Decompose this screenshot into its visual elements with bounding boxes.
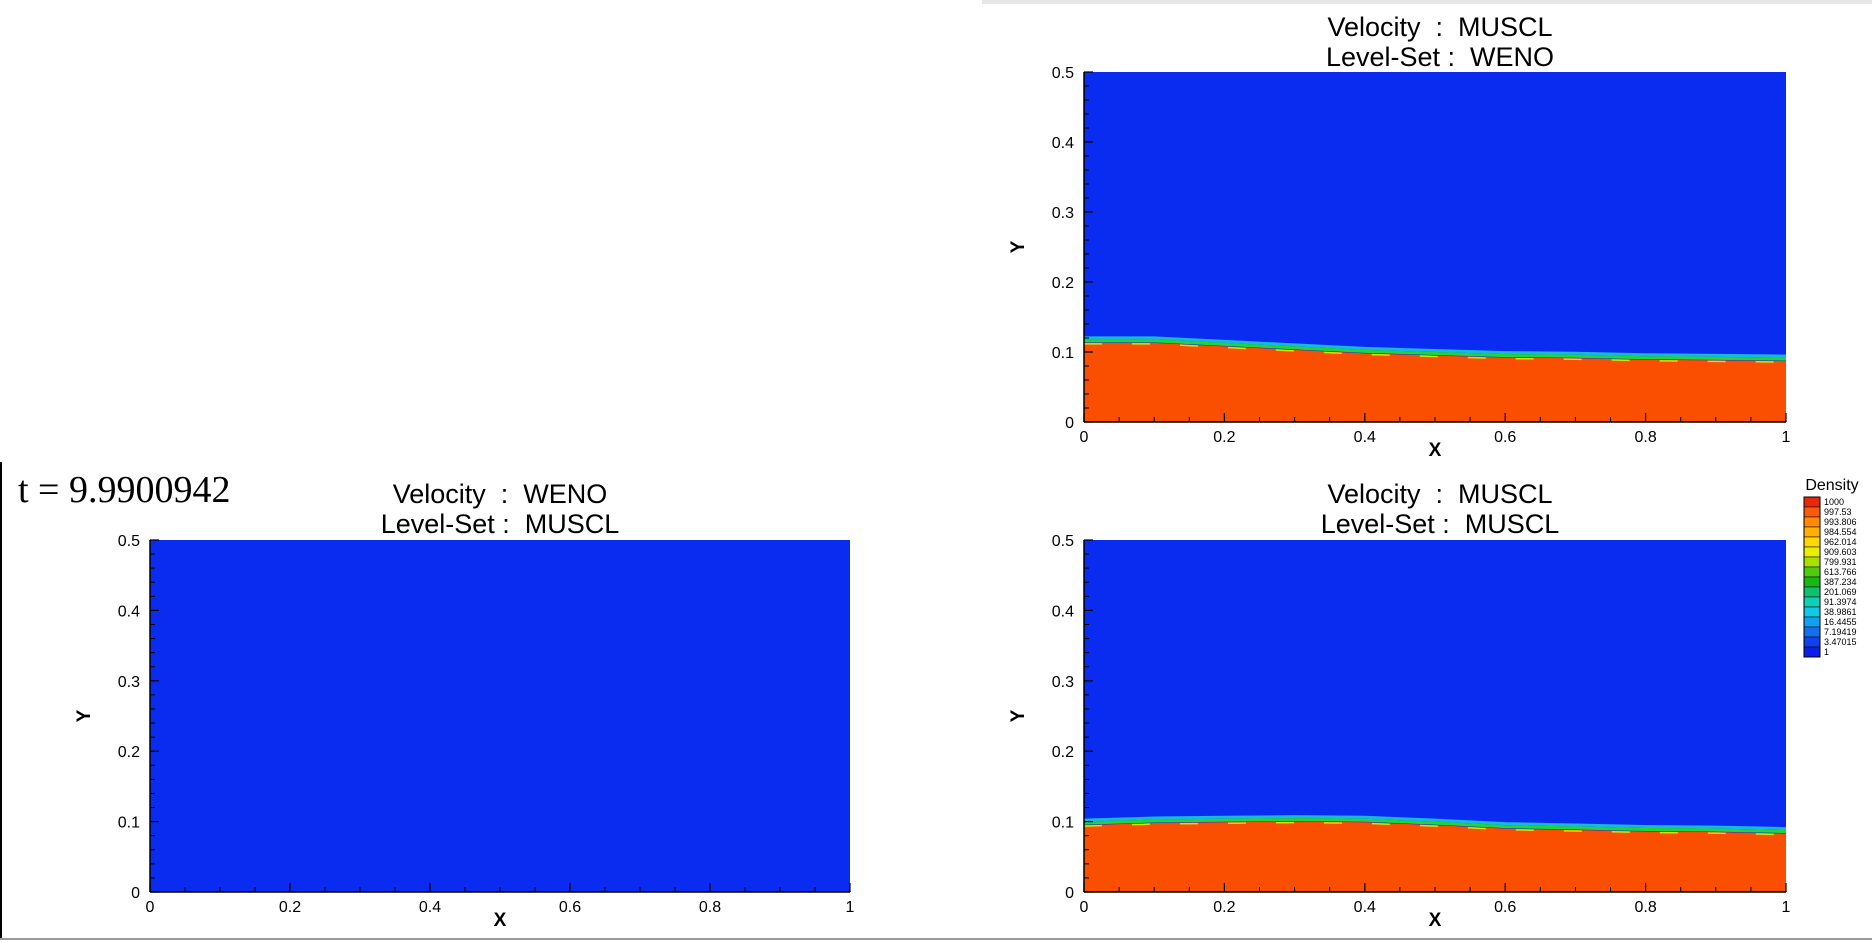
chart-title-line2: Level-Set : WENO bbox=[1326, 42, 1554, 72]
legend-swatch bbox=[1803, 526, 1821, 538]
legend-title: Density bbox=[1805, 477, 1858, 494]
y-tick-label: 0.4 bbox=[1052, 603, 1074, 620]
bottom-divider bbox=[0, 938, 1872, 940]
legend-swatch bbox=[1803, 576, 1821, 588]
x-tick-label: 0.8 bbox=[699, 899, 721, 916]
legend-swatch bbox=[1803, 636, 1821, 648]
legend-label: 7.19419 bbox=[1824, 627, 1857, 637]
legend-label: 1000 bbox=[1824, 497, 1844, 507]
y-tick-label: 0.3 bbox=[1052, 674, 1074, 691]
legend-label: 3.47015 bbox=[1824, 637, 1857, 647]
interface-band-green bbox=[1084, 339, 1787, 361]
x-tick-label: 0.8 bbox=[1634, 429, 1656, 446]
x-tick-label: 0 bbox=[1080, 429, 1089, 446]
liquid-region bbox=[1084, 342, 1786, 422]
legend-label: 997.53 bbox=[1824, 507, 1852, 517]
y-tick-label: 0.5 bbox=[1052, 533, 1074, 550]
legend-label: 799.931 bbox=[1824, 557, 1857, 567]
legend-label: 613.766 bbox=[1824, 567, 1857, 577]
y-tick-label: 0.3 bbox=[118, 674, 140, 691]
x-tick-label: 0.2 bbox=[1213, 899, 1235, 916]
x-tick-label: 0.4 bbox=[1354, 429, 1376, 446]
top-divider bbox=[982, 0, 1872, 4]
legend-swatch bbox=[1803, 496, 1821, 508]
y-tick-label: 0.5 bbox=[1052, 65, 1074, 82]
legend-swatch bbox=[1803, 506, 1821, 518]
legend-label: 38.9861 bbox=[1824, 607, 1857, 617]
y-axis-label: Y bbox=[74, 709, 95, 722]
interface-band-yellow bbox=[1083, 821, 1787, 836]
legend-swatch bbox=[1803, 536, 1821, 548]
legend-label: 962.014 bbox=[1824, 537, 1857, 547]
x-tick-label: 0.6 bbox=[559, 899, 581, 916]
x-axis-label: X bbox=[494, 910, 507, 931]
x-axis-label: X bbox=[1429, 910, 1442, 931]
chart-title-line1: Velocity : WENO bbox=[393, 479, 608, 509]
liquid-region bbox=[1084, 821, 1786, 892]
legend-swatch bbox=[1803, 626, 1821, 638]
y-tick-label: 0.2 bbox=[1052, 744, 1074, 761]
legend-swatch bbox=[1803, 516, 1821, 528]
time-label: t = 9.9900942 bbox=[18, 469, 231, 511]
interface-band-green bbox=[1083, 818, 1787, 834]
legend-swatch bbox=[1803, 646, 1821, 658]
y-tick-label: 0.4 bbox=[1052, 135, 1074, 152]
legend-swatch bbox=[1803, 586, 1821, 598]
y-tick-label: 0.1 bbox=[1052, 815, 1074, 832]
x-tick-label: 0.6 bbox=[1494, 899, 1516, 916]
chart-title-line1: Velocity : MUSCL bbox=[1327, 12, 1552, 42]
legend-label: 16.4455 bbox=[1824, 617, 1857, 627]
left-divider bbox=[0, 462, 2, 940]
legend-label: 993.806 bbox=[1824, 517, 1857, 527]
legend-swatch bbox=[1803, 596, 1821, 608]
x-tick-label: 1 bbox=[846, 899, 855, 916]
legend-label: 91.3974 bbox=[1824, 597, 1857, 607]
x-tick-label: 0.2 bbox=[279, 899, 301, 916]
y-tick-label: 0.1 bbox=[1052, 345, 1074, 362]
legend-label: 201.069 bbox=[1824, 587, 1857, 597]
x-tick-label: 0 bbox=[1080, 899, 1089, 916]
chart-title-line1: Velocity : MUSCL bbox=[1327, 479, 1552, 509]
y-tick-label: 0.3 bbox=[1052, 205, 1074, 222]
legend-frame bbox=[1803, 496, 1821, 658]
interface-band-cyan bbox=[1083, 815, 1787, 831]
legend-swatch bbox=[1803, 546, 1821, 558]
legend-swatch bbox=[1803, 566, 1821, 578]
y-axis-label: Y bbox=[1008, 709, 1029, 722]
chart-title-line2: Level-Set : MUSCL bbox=[1321, 509, 1560, 539]
y-tick-label: 0.1 bbox=[118, 815, 140, 832]
x-axis-label: X bbox=[1429, 440, 1442, 461]
legend-label: 387.234 bbox=[1824, 577, 1857, 587]
y-tick-label: 0.2 bbox=[1052, 275, 1074, 292]
x-tick-label: 0.4 bbox=[1354, 899, 1376, 916]
x-tick-label: 0.2 bbox=[1213, 429, 1235, 446]
x-tick-label: 1 bbox=[1782, 429, 1791, 446]
x-tick-label: 1 bbox=[1782, 899, 1791, 916]
legend-label: 1 bbox=[1824, 647, 1829, 657]
y-tick-label: 0 bbox=[131, 885, 140, 902]
interface-band-yellow bbox=[1084, 343, 1787, 363]
legend-label: 909.603 bbox=[1824, 547, 1857, 557]
x-tick-label: 0.8 bbox=[1634, 899, 1656, 916]
y-tick-label: 0.5 bbox=[118, 533, 140, 550]
x-tick-label: 0.6 bbox=[1494, 429, 1516, 446]
y-tick-label: 0 bbox=[1065, 415, 1074, 432]
y-tick-label: 0.4 bbox=[118, 603, 140, 620]
y-tick-label: 0 bbox=[1065, 885, 1074, 902]
legend-swatch bbox=[1803, 606, 1821, 618]
y-axis-label: Y bbox=[1008, 240, 1029, 253]
x-tick-label: 0 bbox=[146, 899, 155, 916]
interface-band-cyan bbox=[1084, 336, 1787, 358]
legend-swatch bbox=[1803, 616, 1821, 628]
y-tick-label: 0.2 bbox=[118, 744, 140, 761]
legend-label: 984.554 bbox=[1824, 527, 1857, 537]
chart-title-line2: Level-Set : MUSCL bbox=[381, 509, 620, 539]
legend-swatch bbox=[1803, 556, 1821, 568]
x-tick-label: 0.4 bbox=[419, 899, 441, 916]
gas-region bbox=[150, 540, 850, 892]
